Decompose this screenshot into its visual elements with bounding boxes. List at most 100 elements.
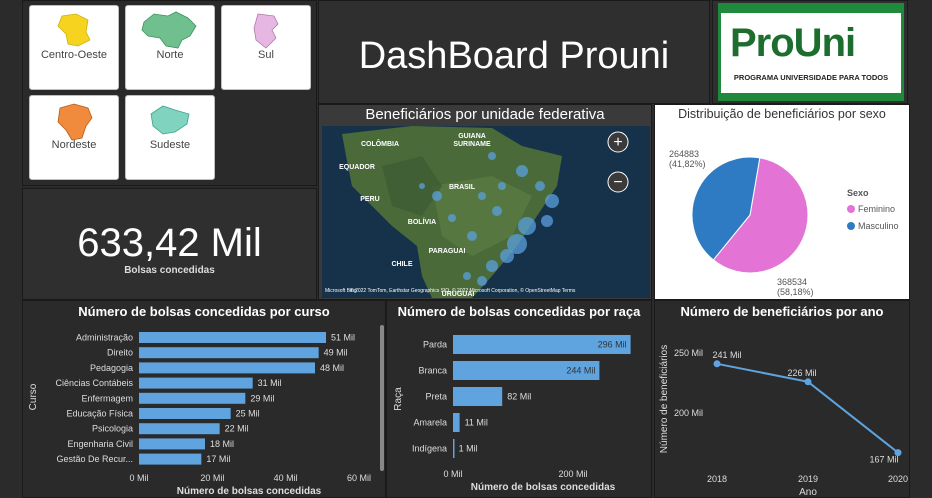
map-bubble: [419, 183, 425, 189]
y-axis-label: Número de beneficiários: [659, 345, 670, 453]
header-panel: DashBoard Prouni: [318, 0, 710, 104]
zoom-out-button[interactable]: −: [607, 171, 629, 193]
raca-bar-chart: Parda 296 Mil Branca 244 Mil Preta 82 Mil Amar…: [393, 335, 631, 493]
category-label: Branca: [418, 366, 447, 376]
category-label: Preta: [425, 392, 447, 402]
category-label: Ciências Contábeis: [55, 378, 133, 388]
bar: [139, 362, 315, 374]
category-label: Enfermagem: [81, 393, 133, 403]
pie-slice-feminino: [712, 157, 809, 274]
legend-label-masculino: Masculino: [858, 221, 899, 231]
data-label: 29 Mil: [250, 393, 274, 403]
map-bubble: [498, 182, 506, 190]
map-bubble: [486, 260, 498, 272]
region-label: Centro-Oeste: [40, 49, 108, 61]
x-axis-label: Número de bolsas concedidas: [471, 482, 616, 493]
x-tick-label: 60 Mil: [347, 473, 371, 483]
pie-slice-masculino: [691, 156, 761, 261]
bar: [453, 361, 600, 380]
curso-chart-title: Número de bolsas concedidas por curso: [78, 304, 330, 319]
x-tick-label: 20 Mil: [200, 473, 224, 483]
category-label: Indígena: [412, 444, 447, 454]
pie-label-feminino-percent: (58,18%): [777, 287, 814, 297]
region-card-nordeste[interactable]: Nordeste: [29, 95, 119, 180]
category-label: Psicologia: [92, 424, 133, 434]
map-bubble: [500, 249, 514, 263]
data-label: 11 Mil: [465, 418, 488, 428]
x-axis-label: Ano: [799, 487, 817, 498]
sudeste-map-icon: [150, 105, 190, 135]
region-label: Sul: [258, 49, 274, 61]
x-axis-label: Número de bolsas concedidas: [177, 486, 322, 497]
map-country-label: EQUADOR: [339, 164, 375, 171]
svg-text:−: −: [613, 174, 622, 191]
y-axis-label: Raça: [393, 387, 404, 411]
x-tick-label: 200 Mil: [558, 469, 587, 479]
prouni-logo: ProUni PROGRAMA UNIVERSIDADE PARA TODOS: [718, 3, 904, 101]
category-label: Amarela: [413, 418, 447, 428]
sul-map-icon: [253, 13, 279, 49]
pie-label-masculino-percent: (41,82%): [669, 159, 706, 169]
map-bubble: [516, 165, 528, 177]
region-card-sul[interactable]: Sul: [221, 5, 311, 90]
bar: [139, 332, 326, 343]
norte-map-icon: [141, 11, 197, 49]
map-country-label: CHILE: [392, 261, 413, 268]
map-country-label: GUIANA: [458, 133, 486, 140]
legend-title: Sexo: [847, 188, 869, 198]
data-label: 82 Mil: [507, 392, 531, 402]
data-label: 48 Mil: [320, 363, 344, 373]
data-point: [804, 378, 812, 386]
map-attribution: © 2022 TomTom, Earthstar Geographics SIO…: [350, 287, 576, 294]
kpi-panel: 633,42 Mil Bolsas concedidas: [22, 188, 317, 300]
map-bubble: [488, 152, 496, 160]
region-card-norte[interactable]: Norte: [125, 5, 215, 90]
bar: [139, 423, 220, 435]
x-tick-label: 0 Mil: [443, 469, 462, 479]
y-axis-label: Curso: [28, 383, 39, 410]
x-tick-label: 2020: [888, 474, 908, 484]
bar: [453, 335, 631, 354]
bar: [453, 413, 460, 432]
legend-marker-masculino: [847, 222, 855, 230]
category-label: Pedagogia: [90, 363, 133, 373]
map-country-label: PERU: [360, 196, 379, 203]
map-country-label: COLÔMBIA: [361, 139, 399, 148]
x-tick-label: 2018: [707, 474, 727, 484]
category-label: Parda: [423, 340, 447, 350]
ano-line-chart: 250 Mil 200 Mil 241 Mil 2018 226 Mil 2019 167 …: [659, 345, 908, 498]
region-card-centro-oeste[interactable]: Centro-Oeste: [29, 5, 119, 90]
legend-marker-feminino: [847, 205, 855, 213]
data-label: 18 Mil: [210, 439, 234, 449]
map-bubble: [478, 192, 486, 200]
map-country-label: BOLÍVIA: [408, 217, 436, 226]
map-bubble: [507, 234, 527, 254]
map-bubble: [432, 191, 442, 201]
data-label: 226 Mil: [787, 368, 816, 378]
logo-tagline: PROGRAMA UNIVERSIDADE PARA TODOS: [733, 73, 889, 82]
zoom-in-button[interactable]: +: [607, 131, 629, 153]
map-bubble: [545, 194, 559, 208]
region-card-sudeste[interactable]: Sudeste: [125, 95, 215, 180]
y-tick-label: 200 Mil: [674, 408, 703, 418]
x-tick-label: 40 Mil: [274, 473, 298, 483]
page-title: DashBoard Prouni: [358, 35, 670, 77]
data-label: 22 Mil: [225, 424, 249, 434]
sex-panel: Distribuição de beneficiários por sexo 3…: [654, 104, 910, 300]
map-brand: Microsoft Bing: [325, 288, 357, 294]
data-label: 167 Mil: [869, 455, 898, 465]
map-bubble: [518, 217, 536, 235]
ano-chart-panel: Número de beneficiários por ano 250 Mil 2…: [654, 300, 910, 498]
curso-bar-chart: Administração 51 Mil Direito 49 Mil Pedagogi…: [28, 332, 371, 497]
data-label: 296 Mil: [598, 340, 627, 350]
curso-scrollbar[interactable]: [380, 325, 384, 471]
data-label: 51 Mil: [331, 333, 355, 343]
data-label: 244 Mil: [566, 366, 595, 376]
bar: [453, 439, 455, 458]
x-tick-label: 0 Mil: [129, 473, 148, 483]
data-label: 31 Mil: [258, 378, 282, 388]
map-country-label: SURINAME: [453, 141, 491, 148]
legend-label-feminino: Feminino: [858, 204, 895, 214]
region-label: Sudeste: [149, 139, 191, 151]
